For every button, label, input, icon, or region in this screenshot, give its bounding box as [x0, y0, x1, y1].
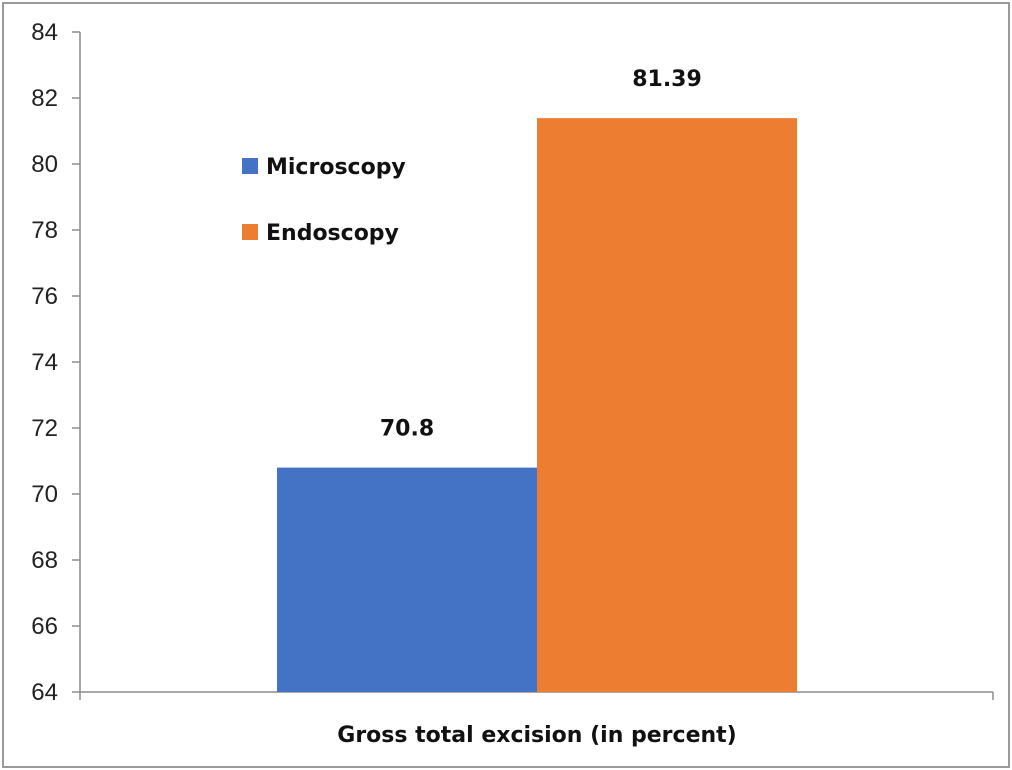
y-axis: 64 66 68 70 72 74 76 78 80 82 84 [31, 19, 994, 706]
y-tick-label: 80 [31, 151, 58, 178]
y-tick-label: 76 [31, 283, 58, 310]
y-tick-label: 78 [31, 217, 58, 244]
data-label-endoscopy: 81.39 [632, 67, 702, 92]
bars [277, 118, 797, 692]
y-tick-label: 68 [31, 547, 58, 574]
bar-microscopy [277, 467, 537, 692]
legend-swatch-microscopy [242, 158, 258, 174]
y-tick-label: 82 [31, 85, 58, 112]
legend: Microscopy Endoscopy [242, 155, 406, 246]
y-tick-label: 84 [31, 19, 58, 46]
y-tick-label: 66 [31, 613, 58, 640]
legend-label-microscopy: Microscopy [266, 155, 406, 180]
x-axis-label: Gross total excision (in percent) [337, 723, 736, 748]
legend-label-endoscopy: Endoscopy [266, 221, 399, 246]
y-tick-label: 70 [31, 481, 58, 508]
legend-swatch-endoscopy [242, 224, 258, 240]
y-tick-label: 64 [31, 679, 58, 706]
y-tick-label: 74 [31, 349, 58, 376]
data-label-microscopy: 70.8 [380, 417, 434, 442]
data-labels: 70.8 81.39 [380, 67, 702, 441]
bar-endoscopy [537, 118, 797, 692]
y-tick-label: 72 [31, 415, 58, 442]
